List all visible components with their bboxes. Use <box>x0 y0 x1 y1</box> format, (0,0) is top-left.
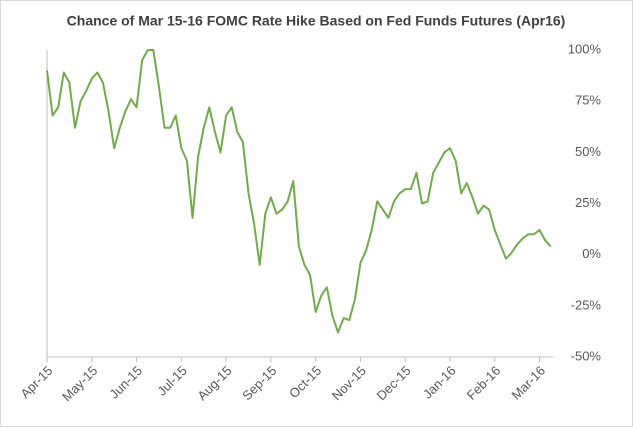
y-tick-label: 50% <box>575 144 601 159</box>
y-tick-label: 100% <box>568 41 602 56</box>
data-line <box>46 49 552 334</box>
y-tick-label: 0% <box>582 246 601 261</box>
y-tick-label: -25% <box>571 297 602 312</box>
y-tick-label: -50% <box>571 348 602 363</box>
chart-title: Chance of Mar 15-16 FOMC Rate Hike Based… <box>67 13 566 29</box>
y-tick-label: 75% <box>575 93 601 108</box>
y-tick-label: 25% <box>575 195 601 210</box>
